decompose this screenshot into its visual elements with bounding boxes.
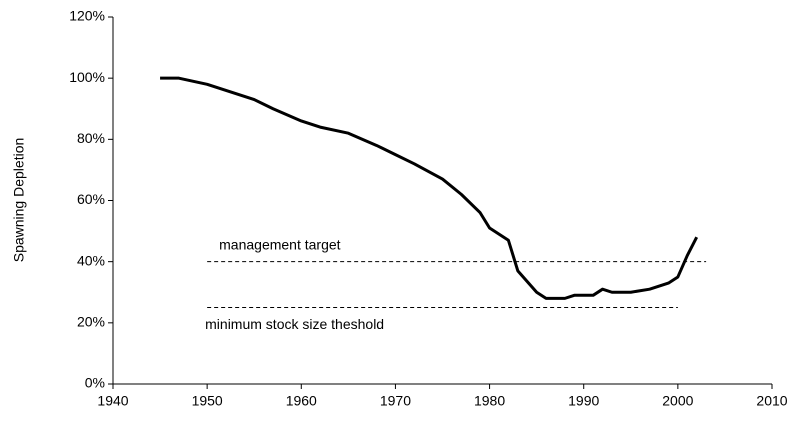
y-tick-label: 120% (69, 8, 105, 24)
reference-label: management target (219, 236, 341, 252)
y-tick-label: 60% (77, 191, 105, 207)
y-tick-label: 100% (69, 69, 105, 85)
x-tick-label: 1950 (192, 393, 223, 409)
x-tick-label: 1970 (380, 393, 411, 409)
y-tick-label: 20% (77, 314, 105, 330)
reference-label: minimum stock size theshold (205, 316, 384, 332)
y-tick-label: 40% (77, 252, 105, 268)
y-tick-label: 0% (85, 375, 105, 391)
x-tick-label: 1960 (286, 393, 317, 409)
data-line (160, 76, 699, 300)
x-tick-label: 1990 (568, 393, 599, 409)
x-tick-label: 1980 (474, 393, 505, 409)
y-tick-label: 80% (77, 130, 105, 146)
y-axis-label: Spawning Depletion (11, 138, 27, 263)
x-tick-label: 1940 (97, 393, 128, 409)
x-tick-label: 2010 (756, 393, 787, 409)
x-tick-label: 2000 (662, 393, 693, 409)
